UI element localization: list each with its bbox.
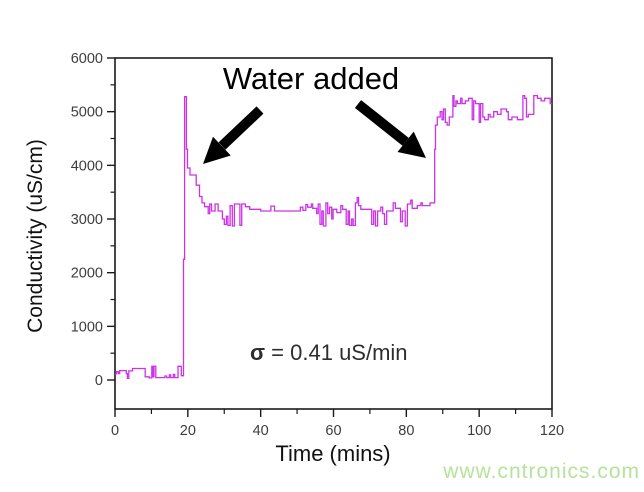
plot-area: 0 1000 2000 3000 4000 5000 6000 0 20 40 60 80 100 120 [71,51,564,439]
watermark: www.cntronics.com [443,460,640,483]
sigma-value-text: = 0.41 uS/min [265,340,408,365]
annotation-arrows [203,100,426,164]
annotation-water-added: Water added [222,61,400,96]
series-line [115,94,552,380]
left-arrow [203,106,264,164]
x-tick-label: 100 [467,423,491,439]
annotation-sigma: σ = 0.41 uS/min [250,340,408,366]
y-tick-label: 6000 [71,51,103,67]
y-tick-label: 5000 [71,105,103,121]
x-tick-label: 40 [253,423,269,439]
x-tick-label: 120 [540,423,564,439]
y-tick-label: 3000 [71,212,103,228]
y-tick-label: 0 [95,373,103,389]
x-tick-label: 60 [325,423,341,439]
x-tick-label: 0 [111,423,119,439]
y-tick-label: 1000 [71,319,103,335]
y-tick-label: 2000 [71,266,103,282]
x-axis-title: Time (mins) [275,441,391,466]
x-tick-label: 80 [398,423,414,439]
sigma-symbol: σ [250,340,266,365]
y-tick-label: 4000 [71,158,103,174]
x-tick-label: 20 [180,423,196,439]
y-axis-title: Conductivity (uS/cm) [24,139,47,333]
right-arrow [354,100,426,158]
